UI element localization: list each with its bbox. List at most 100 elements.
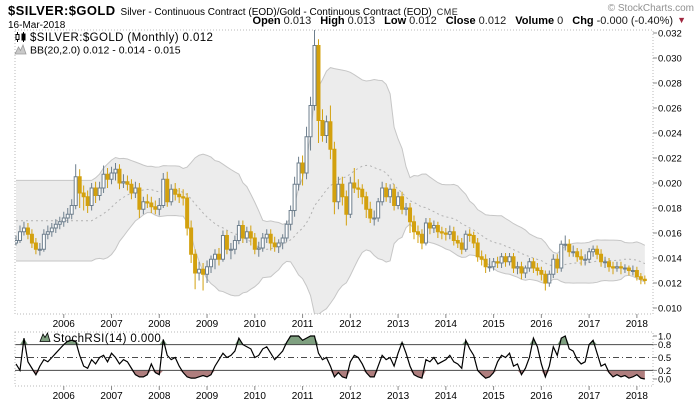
quote-field-label: Open — [252, 15, 281, 27]
candle-body — [105, 173, 110, 180]
candle-body — [185, 197, 190, 229]
candle-body — [252, 237, 257, 250]
candle-body — [21, 227, 26, 233]
candle-body — [65, 213, 70, 219]
candle-body — [165, 178, 170, 203]
quote-header: 16-Mar-2018 Open 0.013 High 0.013 Low 0.012 Cl… — [8, 15, 686, 31]
year-axis-label: 2008 — [148, 319, 171, 330]
candle-body — [197, 268, 202, 274]
candle-body — [336, 183, 341, 203]
candle-body — [97, 187, 102, 196]
bollinger-lower-band — [16, 212, 646, 314]
candle-body — [149, 202, 154, 208]
candle-body — [324, 121, 329, 136]
candle-body — [591, 248, 596, 253]
candle-body — [626, 267, 631, 271]
candle-body — [193, 253, 198, 274]
quote-date: 16-Mar-2018 — [8, 20, 66, 31]
quote-field-value: 0.012 — [409, 15, 437, 27]
candle-body — [555, 258, 560, 269]
candle-body — [396, 196, 401, 206]
candlestick-icon — [15, 32, 26, 42]
candle-body — [177, 193, 182, 198]
candle-body — [81, 192, 86, 198]
candle-body — [603, 261, 608, 264]
candle-body — [443, 232, 448, 235]
quote-field-label: High — [320, 15, 345, 27]
candle-body — [392, 188, 397, 206]
axes: 0.032 0.030 0.028 0.026 0.024 0.022 0.020 0.018… — [53, 29, 682, 400]
candle-body — [236, 225, 241, 241]
stochrsi-axis-label: 0.5 — [658, 353, 671, 364]
year-axis-label: 2017 — [578, 391, 601, 400]
year-axis-label: 2017 — [578, 319, 601, 330]
candle-body — [240, 225, 245, 239]
candle-body — [571, 251, 576, 254]
candle-body — [527, 261, 532, 269]
candle-body — [360, 188, 365, 198]
candle-body — [595, 248, 600, 255]
year-axis-label: 2007 — [100, 319, 123, 330]
candle-body — [471, 235, 476, 244]
change-down-triangle-icon: ▼ — [677, 15, 686, 25]
price-axis-label: 0.030 — [658, 54, 682, 65]
stochrsi-panel — [15, 335, 653, 380]
candle-body — [467, 233, 472, 236]
candle-body — [455, 240, 460, 244]
candle-body — [101, 173, 106, 189]
candle-body — [69, 205, 74, 215]
candle-body — [280, 237, 285, 244]
candle-body — [308, 105, 313, 138]
candle-body — [380, 187, 385, 203]
candle-body — [539, 270, 544, 275]
candle-body — [113, 168, 118, 174]
symbol-description: Silver - Continuous Contract (EOD)/Gold … — [120, 7, 432, 18]
year-axis-label: 2013 — [387, 391, 410, 400]
candle-body — [575, 251, 580, 258]
candle-body — [483, 258, 488, 268]
year-axis-label: 2011 — [292, 319, 314, 330]
year-axis-label: 2018 — [626, 319, 649, 330]
main-chart-legend: $SILVER:$GOLD (Monthly) 0.012 — [30, 32, 213, 44]
candle-body — [352, 182, 357, 189]
candle-body — [439, 231, 444, 234]
bollinger-upper-band — [16, 67, 646, 255]
candle-body — [630, 270, 635, 272]
candle-body — [17, 231, 22, 241]
price-axis-label: 0.018 — [658, 204, 682, 215]
candle-body — [423, 222, 428, 244]
candle-body — [288, 210, 293, 225]
candle-body — [181, 196, 186, 199]
price-axis-label: 0.014 — [658, 254, 682, 265]
candle-body — [264, 233, 269, 239]
candle-body — [376, 201, 381, 219]
candle-body — [85, 196, 90, 206]
candle-body — [141, 201, 146, 210]
stochrsi-legend: StochRSI(14) 0.000 — [53, 333, 161, 345]
price-axis-label: 0.028 — [658, 79, 682, 90]
candle-body — [614, 266, 619, 269]
year-axis-label: 2011 — [292, 391, 314, 400]
candle-body — [340, 183, 345, 198]
candle-body — [312, 45, 317, 106]
candle-body — [638, 276, 643, 280]
candle-body — [320, 120, 325, 136]
candle-body — [157, 205, 162, 210]
candle-body — [93, 187, 98, 196]
candle-body — [463, 233, 468, 250]
copyright-label: © StockCharts.com — [607, 3, 694, 14]
candle-body — [89, 187, 94, 206]
candle-body — [487, 266, 492, 269]
price-axis-label: 0.024 — [658, 129, 682, 140]
bb-legend: BB(20,2.0) 0.012 - 0.014 - 0.015 — [30, 45, 181, 57]
candle-body — [121, 181, 126, 184]
candle-body — [475, 242, 480, 258]
candle-body — [33, 242, 38, 250]
candle-body — [415, 231, 420, 235]
stochrsi-axis-label: 0.2 — [658, 366, 671, 377]
candle-body — [332, 148, 337, 203]
candle-body — [419, 233, 424, 244]
candle-body — [431, 225, 436, 229]
symbol-title: $SILVER:$GOLD — [8, 3, 116, 18]
candle-body — [503, 256, 508, 263]
